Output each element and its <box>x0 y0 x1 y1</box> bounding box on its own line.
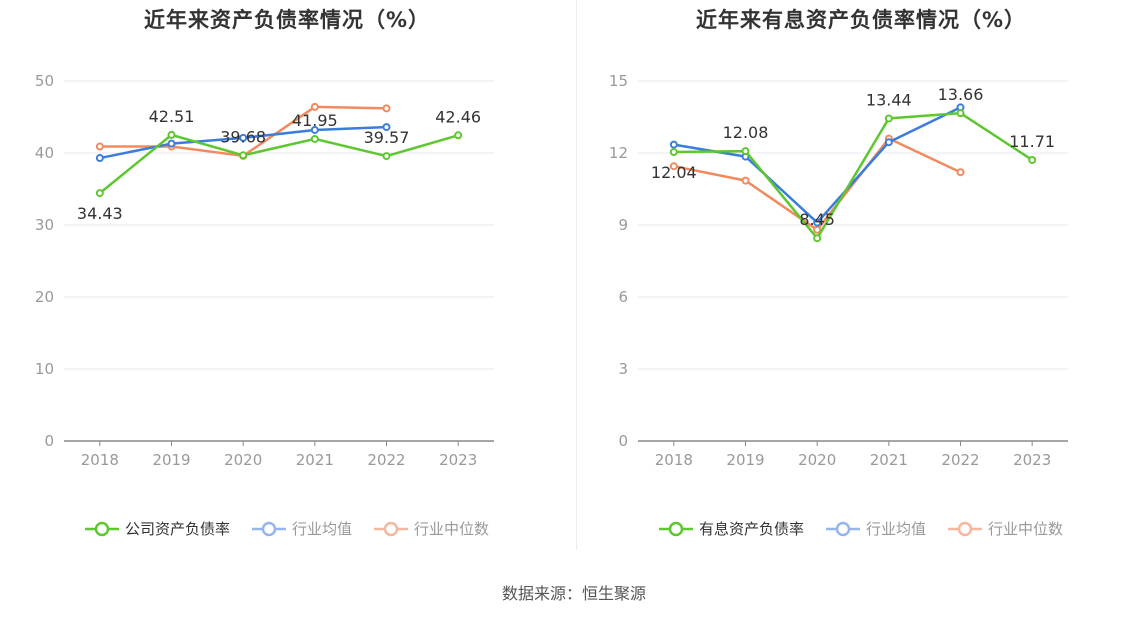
x-tick-label: 2020 <box>798 451 836 469</box>
data-label: 11.71 <box>1009 132 1055 151</box>
y-tick-label: 0 <box>44 432 54 450</box>
data-label: 42.51 <box>149 107 195 126</box>
data-point[interactable] <box>239 151 248 160</box>
data-point[interactable] <box>956 168 965 177</box>
chart-panel-interest-liability: 近年来有息资产负债率情况（%） 0 3 6 9 12 15 2018 2019 2020 2021… <box>574 0 1148 560</box>
x-tick-label: 2020 <box>224 451 262 469</box>
legend-line-circle-icon <box>84 521 119 536</box>
legend-label: 行业均值 <box>865 520 926 538</box>
y-tick-label: 12 <box>609 144 628 162</box>
series-line <box>673 111 1033 241</box>
legend-label: 行业均值 <box>291 520 352 538</box>
x-tick-label: 2022 <box>941 451 979 469</box>
data-point[interactable] <box>669 162 678 171</box>
data-point[interactable] <box>310 134 319 143</box>
y-tick-label: 50 <box>35 72 54 90</box>
legend-label: 行业中位数 <box>414 520 490 538</box>
data-point[interactable] <box>454 131 463 140</box>
data-point[interactable] <box>813 234 822 243</box>
x-tick-label: 2021 <box>870 451 908 469</box>
x-tick-label: 2022 <box>367 451 405 469</box>
legend-line-circle-icon <box>374 521 408 536</box>
data-point[interactable] <box>669 140 678 149</box>
legend-line-circle-icon <box>948 521 982 536</box>
legend-item[interactable]: 行业均值 <box>825 518 926 539</box>
data-point[interactable] <box>741 176 750 185</box>
data-label: 12.08 <box>723 123 769 142</box>
data-label: 12.04 <box>651 163 697 182</box>
data-point[interactable] <box>95 154 104 163</box>
legend-label: 公司资产负债率 <box>124 520 230 538</box>
x-tick-label: 2019 <box>726 451 764 469</box>
y-tick-label: 40 <box>35 144 54 162</box>
chart-legend: 公司资产负债率 行业均值 行业中位数 <box>0 518 574 539</box>
data-point[interactable] <box>813 225 822 234</box>
panel-divider <box>576 0 577 550</box>
legend-item[interactable]: 有息资产负债率 <box>658 518 804 539</box>
data-point[interactable] <box>310 125 319 134</box>
data-point[interactable] <box>382 104 391 113</box>
data-point[interactable] <box>95 142 104 151</box>
data-point[interactable] <box>884 114 893 123</box>
legend-line-circle-icon <box>251 521 286 536</box>
data-label: 42.46 <box>435 107 481 126</box>
data-point[interactable] <box>741 147 750 156</box>
data-point[interactable] <box>310 102 319 111</box>
chart-title: 近年来资产负债率情况（%） <box>143 8 431 32</box>
y-tick-label: 10 <box>35 360 54 378</box>
data-point[interactable] <box>884 138 893 147</box>
data-point[interactable] <box>956 109 965 118</box>
data-point[interactable] <box>382 152 391 161</box>
data-label: 41.95 <box>292 111 338 130</box>
x-tick-label: 2019 <box>152 451 190 469</box>
y-tick-label: 30 <box>35 216 54 234</box>
data-point[interactable] <box>167 139 176 148</box>
data-point[interactable] <box>1028 155 1037 164</box>
data-point[interactable] <box>95 189 104 198</box>
y-tick-label: 20 <box>35 288 54 306</box>
legend-item[interactable]: 公司资产负债率 <box>84 518 230 539</box>
chart-title: 近年来有息资产负债率情况（%） <box>695 8 1027 32</box>
legend-item[interactable]: 行业中位数 <box>948 518 1063 539</box>
y-tick-label: 6 <box>618 288 628 306</box>
y-tick-label: 3 <box>618 360 628 378</box>
chart-legend: 有息资产负债率 行业均值 行业中位数 <box>574 518 1148 539</box>
x-tick-label: 2018 <box>81 451 119 469</box>
data-point[interactable] <box>669 148 678 157</box>
x-tick-label: 2023 <box>439 451 477 469</box>
series-line <box>99 133 459 195</box>
data-label: 8.45 <box>799 210 835 229</box>
legend-line-circle-icon <box>658 521 693 536</box>
data-label: 34.43 <box>77 204 123 223</box>
data-label: 39.57 <box>364 128 410 147</box>
x-tick-label: 2023 <box>1013 451 1051 469</box>
legend-line-circle-icon <box>825 521 860 536</box>
data-point[interactable] <box>239 133 248 142</box>
data-point[interactable] <box>167 130 176 139</box>
data-point[interactable] <box>382 123 391 132</box>
data-source: 数据来源：恒生聚源 <box>501 584 646 603</box>
legend-label: 有息资产负债率 <box>698 520 804 538</box>
series-line <box>673 106 962 225</box>
legend-label: 行业中位数 <box>988 520 1064 538</box>
data-label: 13.44 <box>866 90 912 109</box>
line-chart-interest-liability: 0 3 6 9 12 15 2018 2019 2020 2021 2022 2023 12.04 12.… <box>609 72 1068 469</box>
data-label: 13.66 <box>938 85 984 104</box>
y-tick-label: 9 <box>618 216 628 234</box>
x-tick-label: 2018 <box>655 451 693 469</box>
y-tick-label: 0 <box>618 432 628 450</box>
data-label: 39.68 <box>220 127 266 146</box>
chart-panel-asset-liability: 近年来资产负债率情况（%） 0 10 20 30 40 50 2018 2019 2020 202… <box>0 0 574 560</box>
legend-item[interactable]: 行业中位数 <box>374 518 489 539</box>
data-point[interactable] <box>813 218 822 227</box>
legend-item[interactable]: 行业均值 <box>251 518 352 539</box>
x-tick-label: 2021 <box>296 451 334 469</box>
line-chart-asset-liability: 0 10 20 30 40 50 2018 2019 2020 2021 2022 2023 34.43… <box>35 72 494 469</box>
y-tick-label: 15 <box>609 72 628 90</box>
